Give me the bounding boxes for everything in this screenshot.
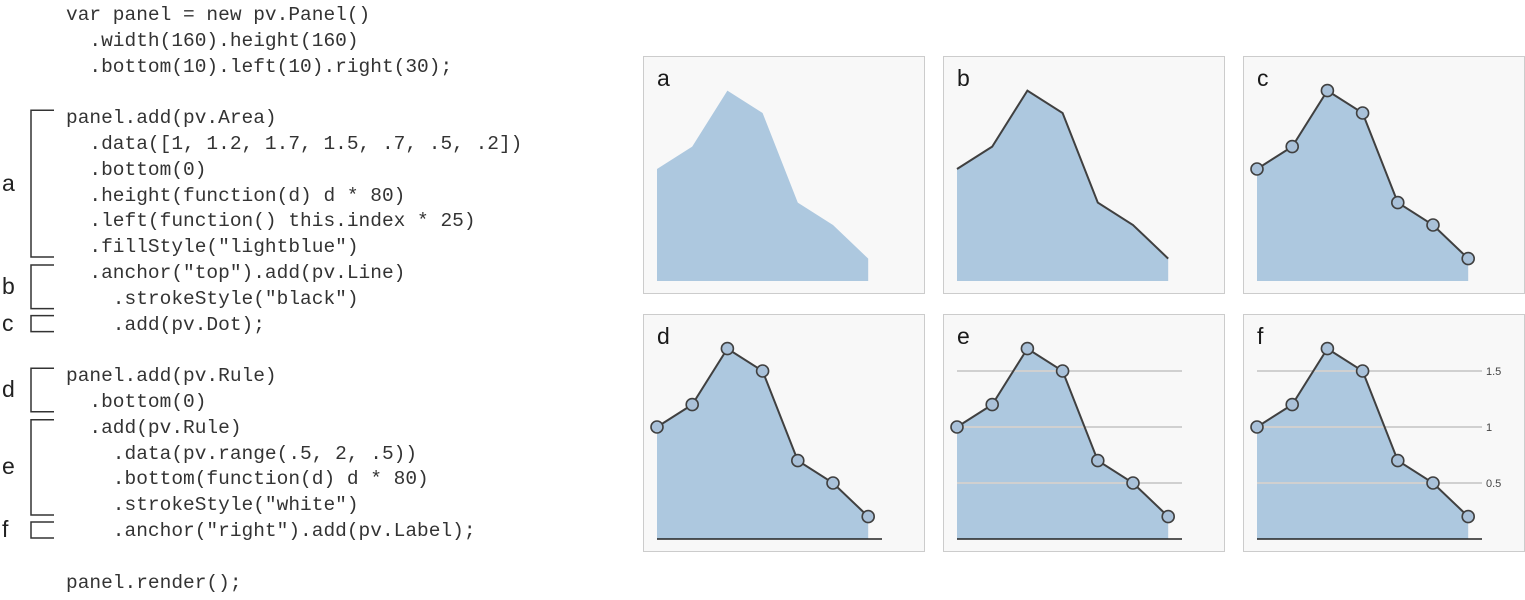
code-line: .left(function() this.index * 25) [66, 210, 476, 233]
panel-letter: d [657, 323, 670, 349]
code-line: .strokeStyle("black") [66, 287, 359, 310]
dot-mark [720, 341, 735, 356]
dot-mark [1126, 476, 1140, 490]
dot-mark [950, 420, 964, 434]
area-mark [657, 348, 869, 539]
dot-mark [685, 397, 700, 412]
code-line: .strokeStyle("white") [66, 494, 359, 517]
dot-mark [1320, 83, 1335, 98]
code-line: panel.render(); [66, 571, 242, 594]
dot-mark [1250, 162, 1264, 176]
code-line: .add(pv.Dot); [66, 313, 265, 336]
code-line: .bottom(0) [66, 158, 207, 181]
dot-mark [1320, 341, 1335, 356]
dot-mark [1055, 364, 1070, 378]
panel-d: d [643, 314, 925, 552]
dot-mark [1285, 397, 1300, 412]
rule-label: 1 [1486, 422, 1492, 434]
bracket-label: f [2, 516, 9, 542]
dot-mark [1391, 453, 1405, 468]
panel-letter: c [1257, 65, 1269, 91]
code-line: .data([1, 1.2, 1.7, 1.5, .7, .5, .2]) [66, 132, 523, 155]
rule-label: 1.5 [1486, 366, 1501, 378]
area-mark [657, 90, 869, 281]
bracket-label: b [2, 272, 15, 299]
rule-label: 0.5 [1486, 478, 1501, 490]
dot-mark [1461, 251, 1475, 266]
panel-letter: b [957, 65, 970, 91]
panel-f: 0.5 1 1.5 f [1243, 314, 1525, 552]
dot-mark [1426, 476, 1440, 490]
panel-letter: f [1257, 323, 1264, 349]
panel-b: b [943, 56, 1225, 294]
dot-mark [861, 509, 875, 524]
code-line [66, 338, 522, 364]
bracket-e [30, 419, 54, 516]
area-mark [1257, 348, 1469, 539]
bracket-f [30, 521, 54, 539]
area-mark [1257, 90, 1469, 281]
dot-mark [1355, 364, 1370, 378]
panel-a: a [643, 56, 925, 294]
bracket-d [30, 367, 54, 413]
code-line: .bottom(function(d) d * 80) [66, 468, 429, 491]
area-mark [957, 348, 1169, 539]
dot-mark [791, 453, 805, 468]
dot-mark [1250, 420, 1264, 434]
code-line: .data(pv.range(.5, 2, .5)) [66, 442, 418, 465]
code-line: .width(160).height(160) [66, 29, 359, 52]
panel-e: e [943, 314, 1225, 552]
dot-mark [1355, 106, 1370, 120]
dot-mark [826, 476, 840, 490]
code-brackets [30, 109, 54, 539]
bracket-label: d [2, 376, 15, 402]
dot-mark [1461, 509, 1475, 524]
code-line: .add(pv.Rule) [66, 416, 242, 439]
code-listing: var panel = new pv.Panel() .width(160).h… [66, 3, 522, 596]
code-line: panel.add(pv.Rule) [66, 365, 277, 388]
dot-mark [1391, 195, 1405, 210]
line-mark [956, 89, 1169, 260]
bracket-label: c [2, 309, 14, 336]
dot-mark [1020, 341, 1035, 356]
code-line [66, 545, 522, 571]
code-line: var panel = new pv.Panel() [66, 4, 371, 26]
dot-mark [650, 420, 664, 434]
bracket-b [30, 264, 54, 310]
dot-mark [1426, 218, 1440, 232]
panel-c: c [1243, 56, 1525, 294]
panel-letter: e [957, 323, 970, 349]
bracket-label: e [2, 453, 15, 480]
dot-mark [1285, 139, 1300, 154]
code-line: .height(function(d) d * 80) [66, 184, 406, 207]
dot-mark [985, 397, 1000, 412]
code-line: .fillStyle("lightblue") [66, 236, 359, 259]
code-line: .anchor("top").add(pv.Line) [66, 261, 406, 284]
dot-mark [1091, 453, 1105, 468]
bracket-a [30, 109, 54, 258]
bracket-label: a [2, 169, 15, 196]
code-line [66, 80, 522, 106]
code-line: .bottom(0) [66, 390, 207, 413]
dot-mark [755, 364, 770, 378]
panel-letter: a [657, 65, 670, 91]
area-mark [957, 90, 1169, 281]
dot-mark [1161, 509, 1175, 524]
code-line: .anchor("right").add(pv.Label); [66, 519, 476, 542]
code-line: .bottom(10).left(10).right(30); [66, 55, 453, 78]
bracket-c [30, 314, 54, 333]
code-line: panel.add(pv.Area) [66, 107, 277, 130]
